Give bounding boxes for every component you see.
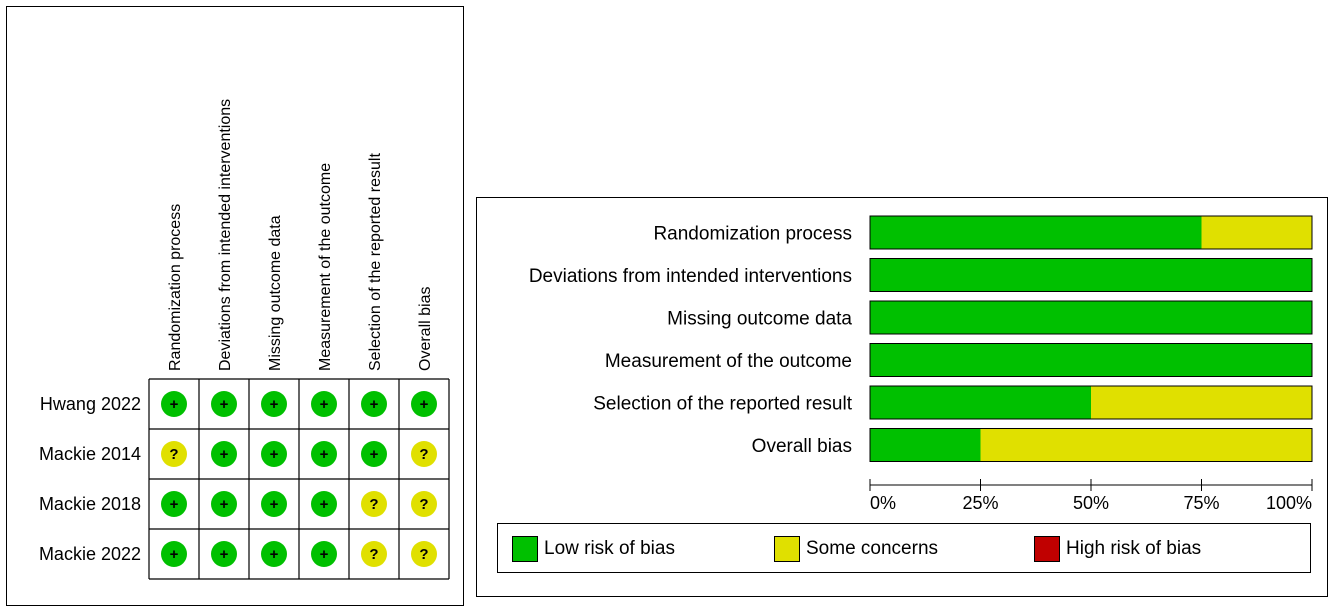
category-label: Measurement of the outcome [605,351,852,372]
domain-header: Selection of the reported result [367,153,384,371]
judgement-circle-some [411,441,437,467]
judgement-symbol: + [270,496,279,513]
bar-segment [870,216,1202,249]
bar-outline [869,385,1313,420]
judgement-circle-low [311,491,337,517]
judgement-symbol: + [370,446,379,463]
bar-outline [869,258,1313,292]
judgement-symbol: + [270,446,279,463]
judgement-symbol: + [170,546,179,563]
legend: Low risk of bias Some concerns High risk… [497,523,1311,573]
study-label: Mackie 2022 [39,544,141,564]
judgement-symbol: ? [369,546,378,563]
bar-segment [870,343,1312,377]
legend-item-low: Low risk of bias [512,536,675,562]
judgement-symbol: ? [419,496,428,513]
bar-segment [980,428,1312,462]
legend-swatch-low [512,536,538,562]
domain-header: Deviations from intended interventions [217,99,234,371]
judgement-circle-low [161,491,187,517]
x-tick-label: 0% [870,493,896,513]
judgement-symbol: + [220,396,229,413]
judgement-symbol: + [420,396,429,413]
category-label: Selection of the reported result [593,394,852,415]
judgement-symbol: + [320,546,329,563]
x-tick-label: 75% [1183,493,1219,513]
summary-panel: Randomization process Deviations from int… [476,197,1328,597]
category-label: Overall bias [752,436,852,457]
judgement-circle-low [261,441,287,467]
judgement-circle-low [311,441,337,467]
bar-segment [870,386,1091,419]
study-label: Mackie 2014 [39,444,141,464]
study-label: Hwang 2022 [40,394,141,414]
bar-segment [870,258,1312,292]
bar-segment [870,428,981,462]
bar-segment [870,301,1312,334]
judgement-circle-low [361,391,387,417]
domain-header: Randomization process [167,204,184,371]
judgement-symbol: + [370,396,379,413]
judgement-circle-low [161,391,187,417]
traffic-light-panel: Randomization process Deviations from int… [6,6,464,606]
legend-swatch-high [1034,536,1060,562]
bar-outline [869,215,1313,250]
x-tick-label: 50% [1073,493,1109,513]
domain-header: Measurement of the outcome [317,163,334,371]
traffic-light-plot: Randomization process Deviations from int… [39,99,450,580]
judgement-circle-low [261,541,287,567]
judgement-circle-low [211,391,237,417]
judgement-symbol: + [270,396,279,413]
judgement-symbol: ? [419,546,428,563]
legend-label-low: Low risk of bias [544,538,675,559]
judgement-circle-low [211,541,237,567]
category-label: Missing outcome data [667,309,852,330]
judgement-circle-some [361,541,387,567]
judgement-symbol: ? [419,446,428,463]
judgement-circle-low [261,491,287,517]
judgement-circle-low [211,491,237,517]
judgement-circle-low [361,441,387,467]
judgement-symbol: + [270,546,279,563]
judgement-symbol: ? [169,446,178,463]
judgement-circle-some [411,491,437,517]
category-label: Randomization process [653,224,852,245]
judgement-symbol: ? [369,496,378,513]
legend-item-high: High risk of bias [1034,536,1201,562]
legend-label-high: High risk of bias [1066,538,1202,559]
bar-outline [869,428,1313,462]
judgement-symbol: + [320,446,329,463]
judgement-symbol: + [170,496,179,513]
category-label: Deviations from intended interventions [529,266,852,287]
judgement-circle-low [261,391,287,417]
bar-segment [1091,386,1312,419]
judgement-circle-low [211,441,237,467]
x-tick-label: 100% [1266,493,1312,513]
legend-swatch-some [774,536,800,562]
judgement-circle-low [411,391,437,417]
judgement-circle-low [161,541,187,567]
judgement-circle-some [161,441,187,467]
judgement-symbol: + [220,496,229,513]
study-label: Mackie 2018 [39,494,141,514]
bar-segment [1201,216,1312,249]
domain-header: Missing outcome data [267,215,284,371]
x-tick-label: 25% [962,493,998,513]
judgement-symbol: + [170,396,179,413]
legend-item-some: Some concerns [774,536,938,562]
bar-outline [869,300,1313,335]
bar-outline [869,343,1313,377]
judgement-circle-some [361,491,387,517]
judgement-symbol: + [220,546,229,563]
judgement-circle-some [411,541,437,567]
judgement-circle-low [311,391,337,417]
judgement-symbol: + [220,446,229,463]
domain-header: Overall bias [417,287,434,371]
judgement-circle-low [311,541,337,567]
judgement-symbol: + [320,496,329,513]
judgement-symbol: + [320,396,329,413]
legend-label-some: Some concerns [806,538,939,559]
summary-bar-chart: Randomization process Deviations from int… [529,215,1313,513]
